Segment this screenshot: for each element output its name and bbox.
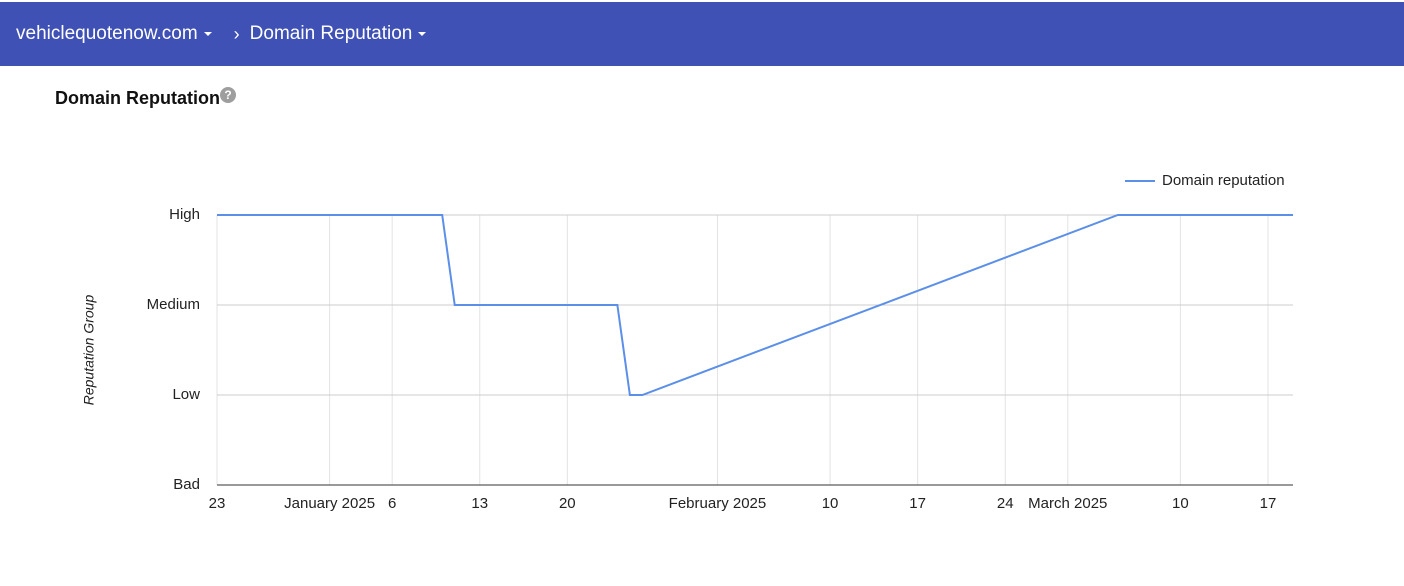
view-dropdown[interactable]: Domain Reputation: [250, 23, 427, 45]
x-tick-label: March 2025: [1028, 495, 1107, 512]
x-tick-label: 10: [822, 495, 839, 512]
y-tick-label: Bad: [173, 476, 200, 493]
separator: ›: [233, 23, 240, 44]
y-axis-label: Reputation Group: [81, 295, 97, 406]
x-tick-label: 20: [559, 495, 576, 512]
y-tick-label: Low: [172, 386, 200, 403]
x-tick-label: 23: [209, 495, 226, 512]
x-tick-label: 17: [1260, 495, 1277, 512]
title-text: Domain Reputation: [55, 88, 220, 108]
x-tick-label: 6: [388, 495, 396, 512]
x-tick-label: February 2025: [669, 495, 767, 512]
title: Domain Reputation?: [55, 87, 236, 109]
help-icon[interactable]: ?: [220, 87, 236, 103]
breadcrumb: Domain Reputation: [249, 23, 413, 44]
legend-label: Domain reputation: [1162, 172, 1285, 189]
x-tick-label: 17: [909, 495, 926, 512]
x-tick-label: January 2025: [284, 495, 375, 512]
top-bar: vehiclequotenow.com › Domain Reputation: [0, 2, 1404, 66]
x-tick-label: 13: [471, 495, 488, 512]
y-tick-label: High: [169, 206, 200, 223]
x-tick-label: 24: [997, 495, 1014, 512]
x-tick-label: 10: [1172, 495, 1189, 512]
data-line: [217, 214, 1293, 396]
domain-dropdown[interactable]: vehiclequotenow.com: [16, 23, 212, 45]
y-tick-label: Medium: [147, 296, 200, 313]
breadcrumb: vehiclequotenow.com: [16, 23, 198, 44]
